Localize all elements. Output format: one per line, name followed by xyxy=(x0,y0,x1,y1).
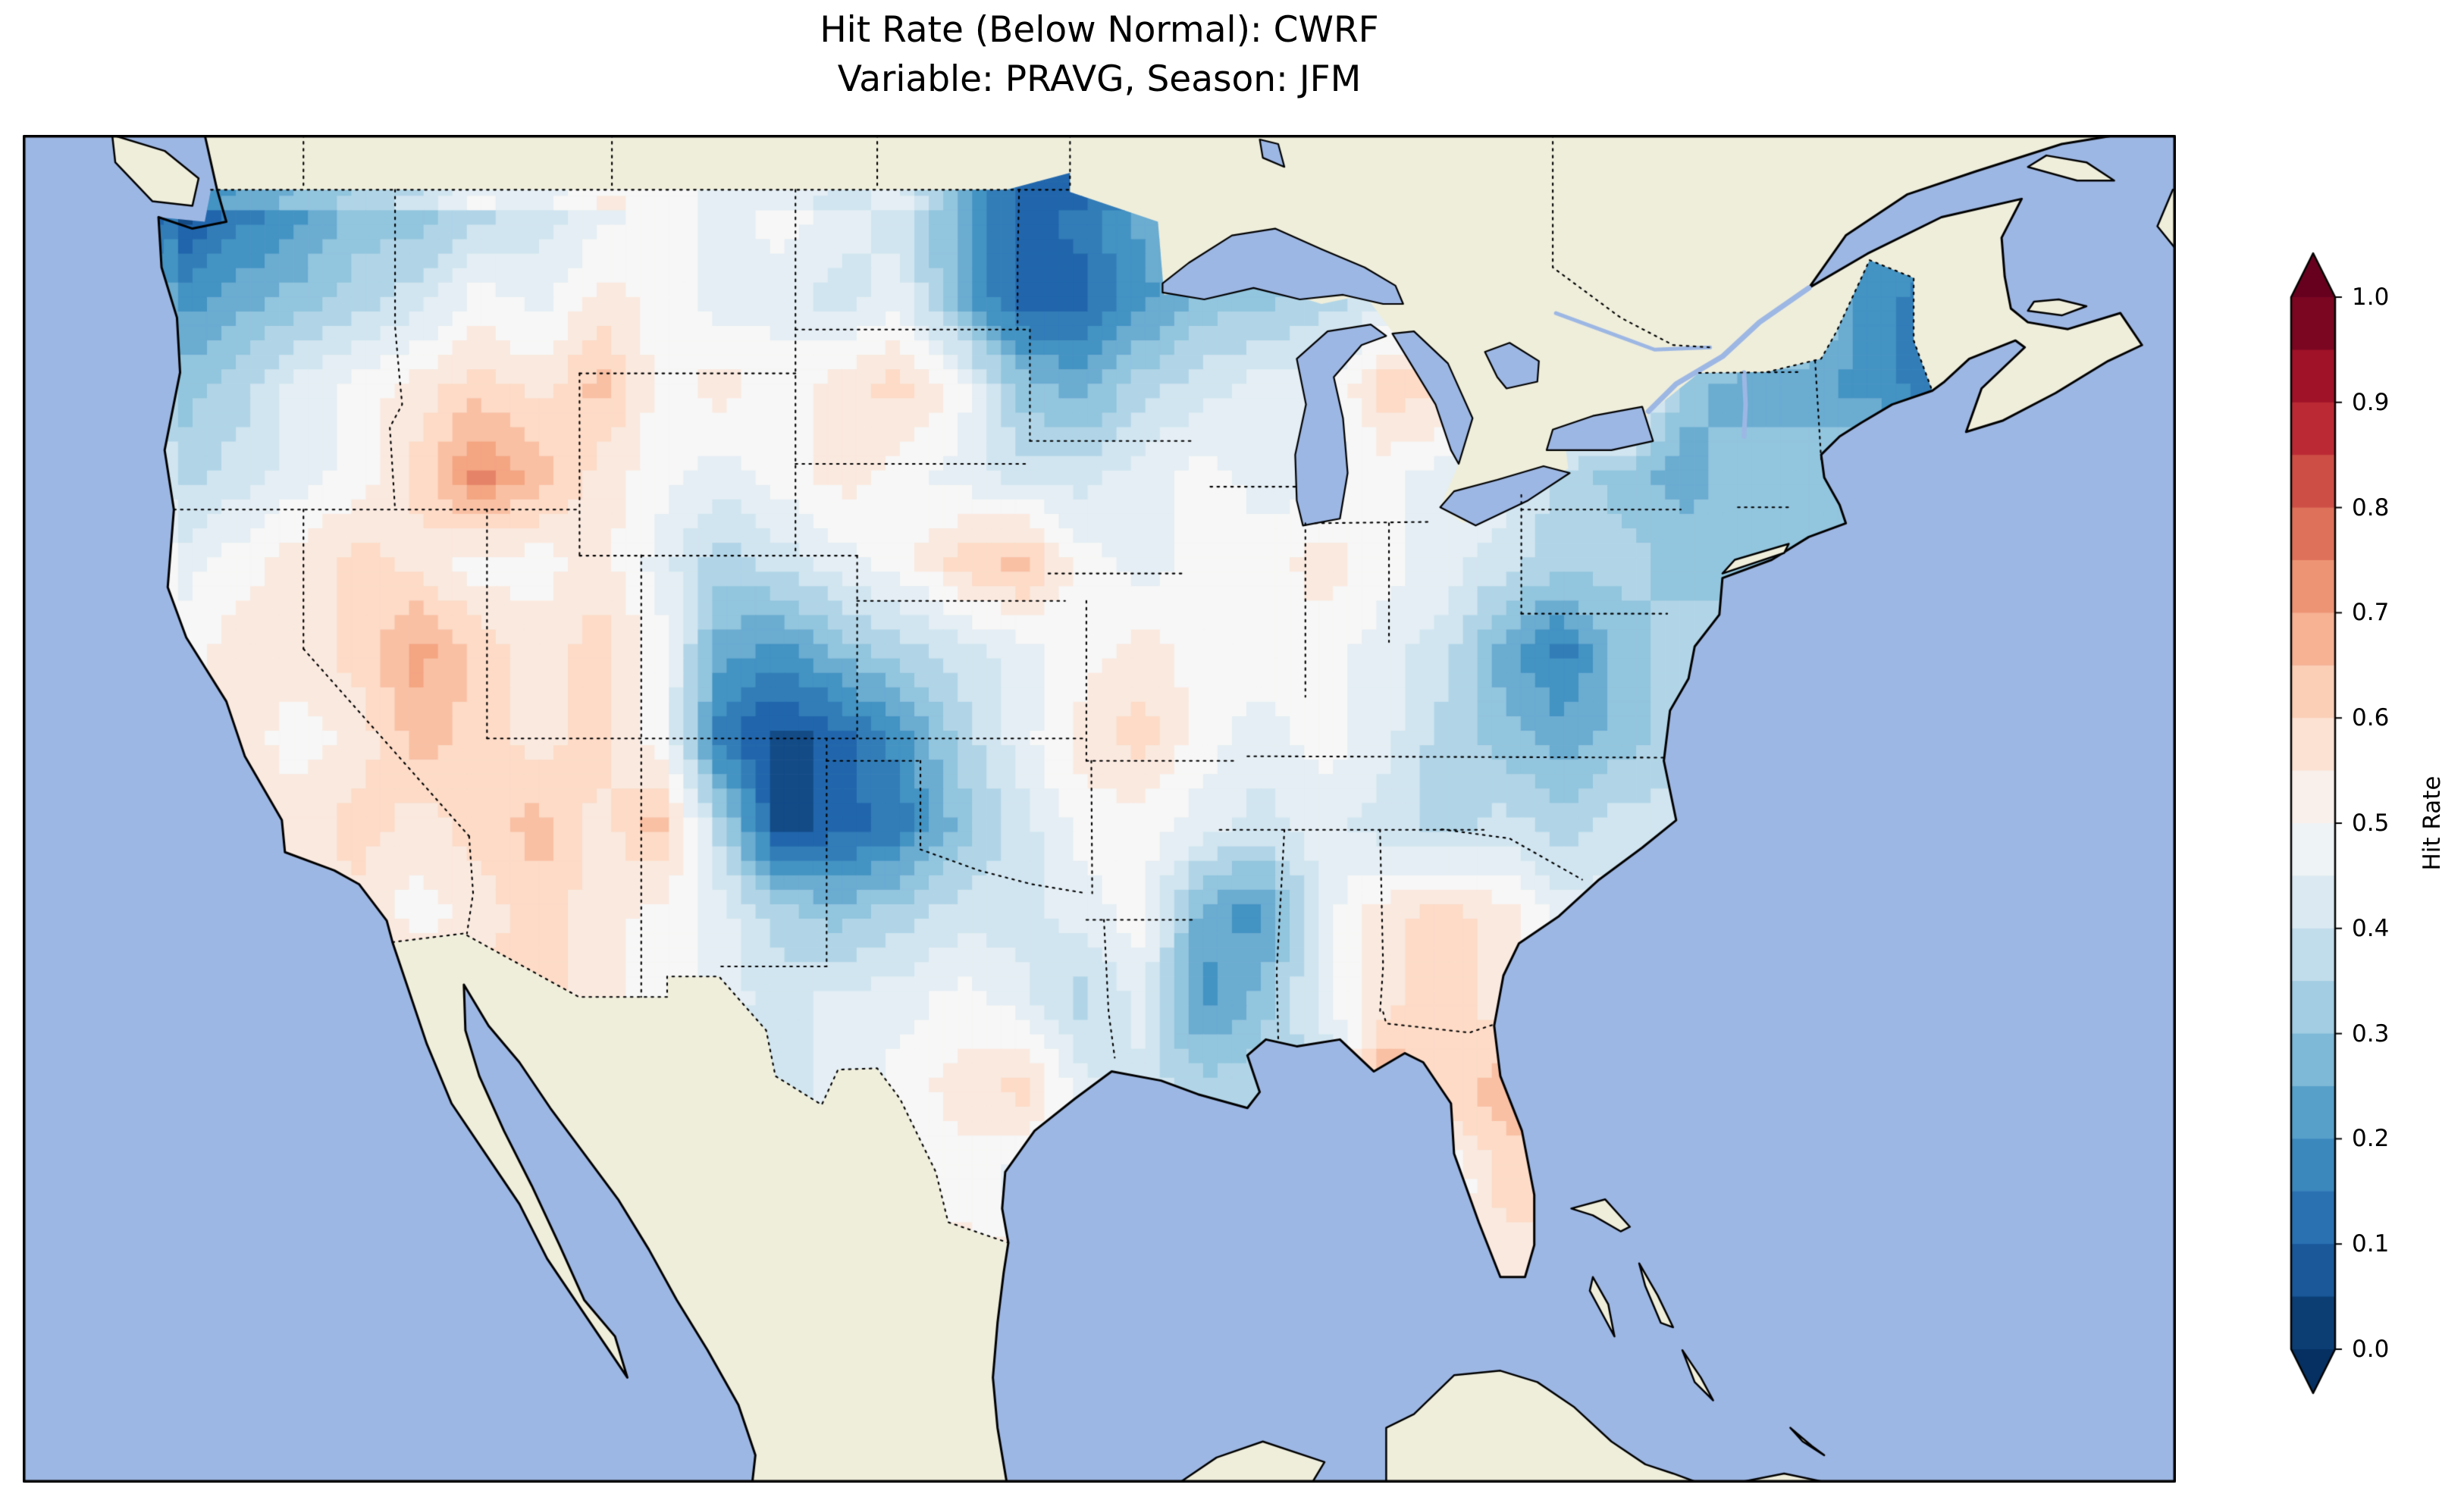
chart-title-line-1: Hit Rate (Below Normal): CWRF xyxy=(820,9,1379,51)
chart-title-line-2: Variable: PRAVG, Season: JFM xyxy=(837,58,1362,100)
colorbar-tick-label: 0.0 xyxy=(2352,1336,2390,1363)
colorbar-axis-label: Hit Rate xyxy=(2419,775,2446,871)
colorbar-tick-label: 0.7 xyxy=(2352,599,2390,627)
colorbar-gradient xyxy=(2287,250,2346,1396)
colorbar-tick-label: 0.8 xyxy=(2352,493,2390,521)
colorbar-tick-label: 0.4 xyxy=(2352,914,2390,942)
colorbar-tick-label: 0.1 xyxy=(2352,1230,2390,1258)
colorbar-tick-label: 1.0 xyxy=(2352,283,2390,311)
colorbar-tick-label: 0.2 xyxy=(2352,1125,2390,1153)
colorbar-tick-label: 0.6 xyxy=(2352,704,2390,732)
colorbar-tick-label: 0.3 xyxy=(2352,1019,2390,1048)
colorbar-tick-label: 0.9 xyxy=(2352,388,2390,416)
chart-title: Hit Rate (Below Normal): CWRF Variable: … xyxy=(23,6,2176,105)
us-hit-rate-map xyxy=(23,135,2176,1483)
colorbar-tick-label: 0.5 xyxy=(2352,810,2390,837)
